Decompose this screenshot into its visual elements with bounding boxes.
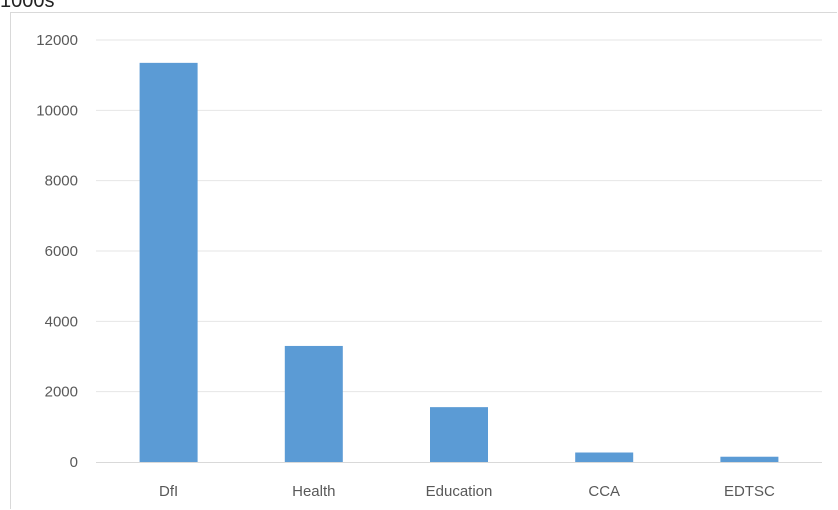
y-tick-label: 0 [70, 454, 78, 471]
y-tick-label: 12000 [36, 32, 78, 49]
x-tick-label: Health [292, 483, 335, 500]
bar-cca [575, 453, 633, 462]
y-axis-ticks: 0 2000 4000 6000 8000 10000 12000 [36, 32, 78, 471]
y-tick-label: 4000 [45, 313, 78, 330]
y-tick-label: 8000 [45, 173, 78, 190]
bar-edtsc [720, 457, 778, 462]
y-tick-label: 10000 [36, 102, 78, 119]
bar-education [430, 407, 488, 462]
x-tick-label: Education [426, 483, 493, 500]
x-axis-ticks: DfI Health Education CCA EDTSC [159, 483, 775, 500]
bar-dfi [140, 63, 198, 462]
bars [140, 63, 779, 462]
x-tick-label: DfI [159, 483, 178, 500]
y-tick-label: 6000 [45, 243, 78, 260]
y-tick-label: 2000 [45, 384, 78, 401]
x-tick-label: CCA [588, 483, 620, 500]
x-tick-label: EDTSC [724, 483, 775, 500]
bar-health [285, 346, 343, 462]
gridlines [96, 40, 822, 392]
